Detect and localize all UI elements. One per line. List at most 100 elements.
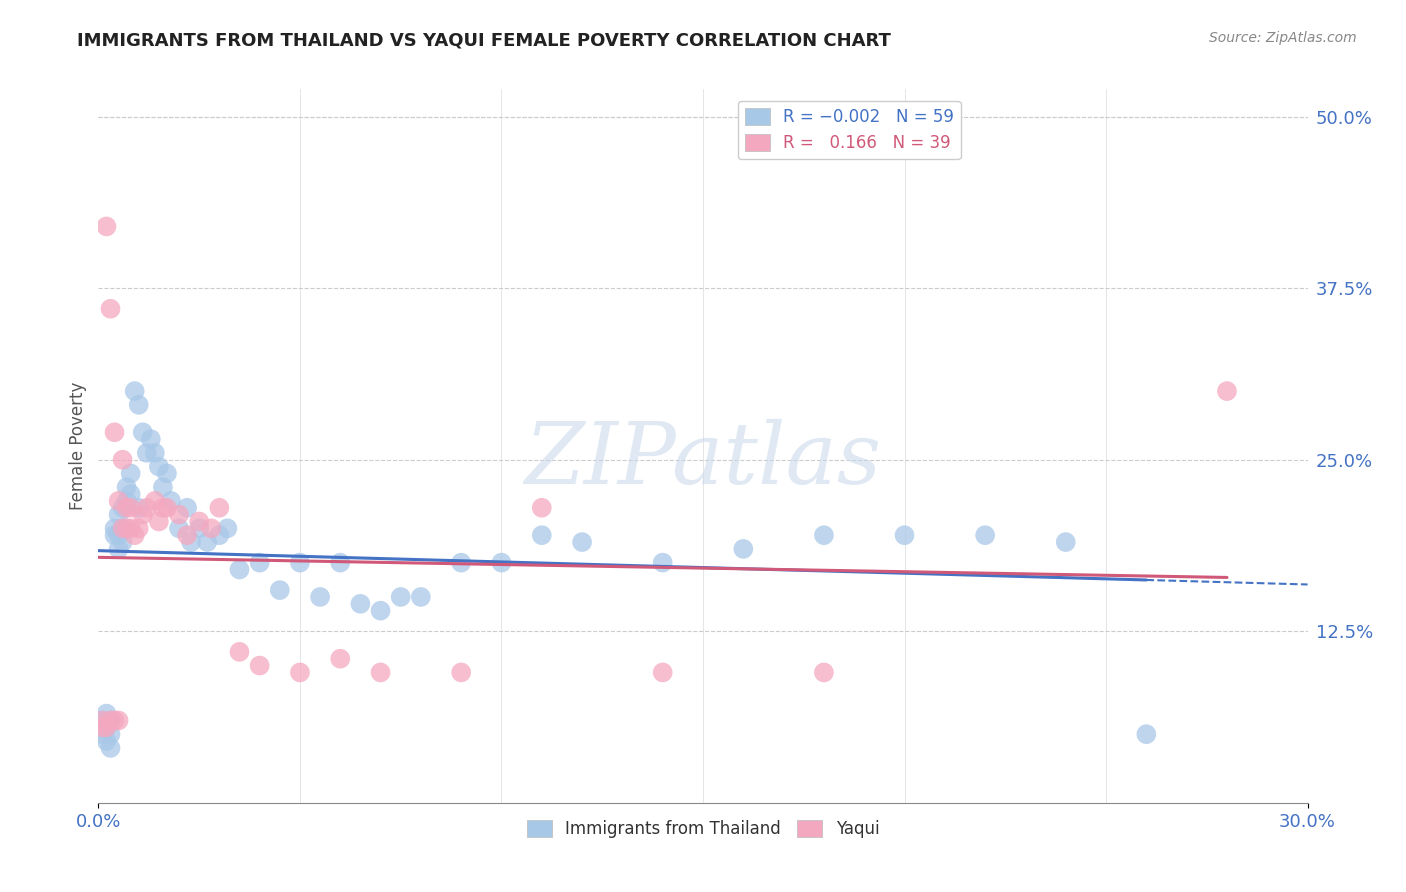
Point (208, 500, 231, 515)
Point (100, 714, 122, 728)
Point (530, 500, 553, 515)
Point (288, 665, 311, 680)
Point (115, 521, 138, 535)
Point (111, 500, 134, 515)
Point (91, 714, 114, 728)
Point (96, 720, 118, 734)
Point (132, 508, 155, 522)
Point (167, 508, 190, 522)
Point (128, 500, 150, 515)
Point (124, 528, 146, 542)
Point (188, 521, 211, 535)
Point (974, 528, 997, 542)
Text: ZIPatlas: ZIPatlas (524, 419, 882, 501)
Point (91, 714, 114, 728)
Y-axis label: Female Poverty: Female Poverty (69, 382, 87, 510)
Point (128, 398, 150, 412)
Point (450, 665, 472, 680)
Point (152, 500, 174, 515)
Point (329, 556, 352, 570)
Point (103, 528, 125, 542)
Point (96, 734, 118, 748)
Point (100, 727, 122, 741)
Point (176, 528, 198, 542)
Point (111, 521, 134, 535)
Point (228, 645, 250, 659)
Point (96, 219, 118, 234)
Point (107, 714, 129, 728)
Point (288, 556, 311, 570)
Point (103, 521, 125, 535)
Point (103, 714, 125, 728)
Point (139, 432, 162, 446)
Point (530, 528, 553, 542)
Point (893, 528, 915, 542)
Point (107, 508, 129, 522)
Point (249, 658, 271, 673)
Point (148, 515, 170, 529)
Point (195, 535, 218, 549)
Point (651, 556, 673, 570)
Point (1216, 384, 1239, 398)
Point (409, 590, 432, 604)
Point (813, 665, 835, 680)
Point (208, 528, 231, 542)
Point (143, 446, 166, 460)
Point (309, 590, 332, 604)
Point (148, 459, 170, 474)
Point (1135, 727, 1157, 741)
Point (91, 720, 114, 734)
Point (132, 425, 155, 440)
Point (156, 467, 179, 481)
Point (167, 521, 190, 535)
Point (100, 740, 122, 755)
Point (733, 541, 755, 556)
Point (813, 528, 835, 542)
Text: IMMIGRANTS FROM THAILAND VS YAQUI FEMALE POVERTY CORRELATION CHART: IMMIGRANTS FROM THAILAND VS YAQUI FEMALE… (77, 31, 891, 49)
Point (269, 583, 291, 598)
Point (217, 521, 239, 535)
Point (491, 556, 513, 570)
Point (389, 590, 412, 604)
Point (111, 452, 134, 467)
Point (200, 521, 222, 535)
Point (156, 500, 179, 515)
Point (370, 604, 392, 618)
Point (571, 535, 593, 549)
Point (111, 535, 134, 549)
Point (450, 556, 472, 570)
Point (143, 494, 166, 508)
Legend: Immigrants from Thailand, Yaqui: Immigrants from Thailand, Yaqui (520, 813, 886, 845)
Point (103, 425, 125, 440)
Point (91, 727, 114, 741)
Point (228, 562, 250, 576)
Point (120, 467, 142, 481)
Point (115, 500, 138, 515)
Point (152, 480, 174, 494)
Point (111, 521, 134, 535)
Point (329, 651, 352, 665)
Point (115, 494, 138, 508)
Point (107, 494, 129, 508)
Point (115, 480, 138, 494)
Point (128, 521, 150, 535)
Point (349, 597, 371, 611)
Point (160, 494, 183, 508)
Point (249, 556, 271, 570)
Point (96, 706, 118, 721)
Point (120, 521, 142, 535)
Point (651, 665, 673, 680)
Point (107, 541, 129, 556)
Point (100, 714, 122, 728)
Point (96, 720, 118, 734)
Point (100, 301, 122, 316)
Point (135, 446, 157, 460)
Point (180, 535, 202, 549)
Point (176, 500, 198, 515)
Point (135, 500, 157, 515)
Point (120, 487, 142, 501)
Point (1054, 535, 1077, 549)
Point (107, 528, 129, 542)
Point (124, 384, 146, 398)
Text: Source: ZipAtlas.com: Source: ZipAtlas.com (1209, 31, 1357, 45)
